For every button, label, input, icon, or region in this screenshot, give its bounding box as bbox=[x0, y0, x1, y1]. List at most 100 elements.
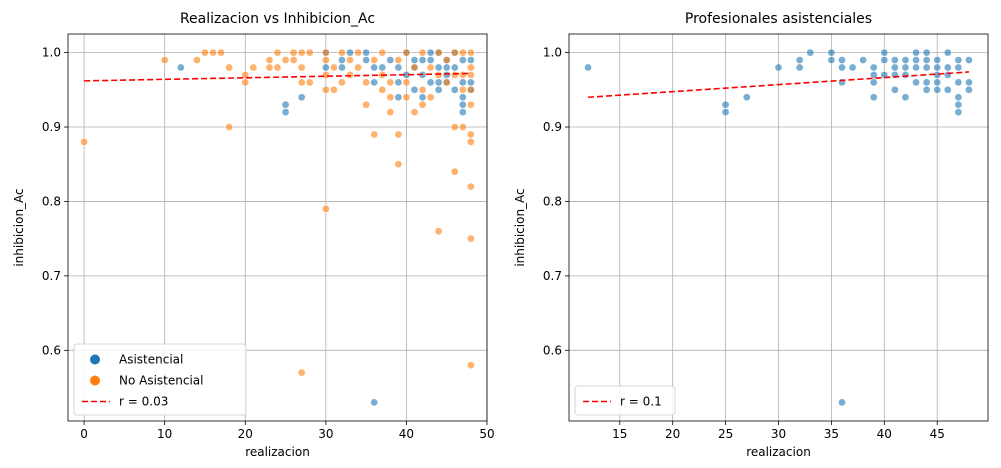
point-asistencial bbox=[954, 78, 963, 87]
y-tick-label: 0.9 bbox=[543, 120, 562, 134]
point-no-asistencial bbox=[467, 130, 475, 139]
point-no-asistencial bbox=[338, 78, 346, 87]
point-asistencial bbox=[943, 63, 952, 72]
point-asistencial bbox=[827, 56, 836, 64]
point-asistencial bbox=[434, 63, 443, 72]
x-tick-label: 45 bbox=[930, 427, 945, 441]
point-no-asistencial bbox=[458, 85, 467, 94]
point-asistencial bbox=[418, 56, 427, 64]
point-asistencial bbox=[912, 63, 920, 72]
point-asistencial bbox=[880, 48, 889, 57]
point-asistencial bbox=[426, 56, 435, 64]
point-no-asistencial bbox=[297, 63, 306, 72]
chart-right: 15 20 25 30 35 40 45 0.6 0.7 0.8 0.9 1.0 Profesional… bbox=[513, 11, 989, 459]
point-no-asistencial bbox=[225, 123, 234, 131]
point-asistencial bbox=[912, 56, 920, 64]
ticks: 15 20 25 30 35 40 45 0.6 0.7 0.8 0.9 1.0 bbox=[543, 46, 945, 441]
point-no-asistencial bbox=[450, 123, 459, 131]
legend-marker bbox=[90, 354, 100, 365]
point-asistencial bbox=[859, 56, 867, 64]
point-no-asistencial bbox=[442, 78, 451, 87]
point-no-asistencial bbox=[394, 130, 403, 139]
point-no-asistencial bbox=[467, 361, 475, 370]
point-asistencial bbox=[954, 63, 963, 72]
point-asistencial bbox=[933, 85, 942, 94]
point-asistencial bbox=[774, 63, 783, 72]
point-asistencial bbox=[467, 56, 475, 64]
point-no-asistencial bbox=[225, 63, 234, 72]
data-points bbox=[80, 48, 475, 407]
legend-label: No Asistencial bbox=[119, 374, 204, 388]
point-asistencial bbox=[891, 63, 899, 72]
y-axis-label: inhibicion_Ac bbox=[513, 188, 527, 266]
point-no-asistencial bbox=[402, 48, 411, 57]
point-no-asistencial bbox=[467, 63, 475, 72]
point-asistencial bbox=[869, 93, 878, 102]
point-asistencial bbox=[467, 78, 475, 87]
point-asistencial bbox=[954, 100, 963, 109]
y-tick-label: 1.0 bbox=[543, 46, 562, 60]
point-asistencial bbox=[891, 56, 899, 64]
point-asistencial bbox=[838, 398, 846, 407]
point-no-asistencial bbox=[160, 56, 169, 64]
point-no-asistencial bbox=[346, 56, 354, 64]
point-asistencial bbox=[901, 71, 910, 79]
x-tick-label: 20 bbox=[665, 427, 680, 441]
ticks: 0 10 20 30 40 50 0.6 0.7 0.8 0.9 1.0 bbox=[42, 46, 495, 441]
point-no-asistencial bbox=[289, 48, 298, 57]
point-no-asistencial bbox=[458, 48, 467, 57]
point-asistencial bbox=[954, 56, 963, 64]
point-no-asistencial bbox=[394, 56, 403, 64]
x-tick-label: 10 bbox=[157, 427, 172, 441]
data-points bbox=[584, 48, 973, 407]
point-no-asistencial bbox=[330, 85, 338, 94]
point-asistencial bbox=[827, 48, 836, 57]
point-asistencial bbox=[933, 63, 942, 72]
y-tick-label: 0.8 bbox=[42, 194, 61, 208]
point-no-asistencial bbox=[426, 93, 435, 102]
point-asistencial bbox=[386, 56, 395, 64]
point-asistencial bbox=[922, 56, 931, 64]
x-axis-label: realizacion bbox=[746, 445, 811, 459]
chart-title: Profesionales asistenciales bbox=[685, 11, 872, 27]
point-no-asistencial bbox=[378, 85, 387, 94]
point-asistencial bbox=[370, 78, 379, 87]
point-asistencial bbox=[838, 56, 846, 64]
point-no-asistencial bbox=[467, 71, 475, 79]
point-asistencial bbox=[901, 63, 910, 72]
point-no-asistencial bbox=[80, 138, 88, 146]
point-asistencial bbox=[450, 85, 459, 94]
point-no-asistencial bbox=[467, 182, 475, 191]
point-asistencial bbox=[912, 48, 920, 57]
x-tick-label: 35 bbox=[824, 427, 839, 441]
point-asistencial bbox=[176, 63, 185, 72]
y-tick-label: 0.9 bbox=[42, 120, 61, 134]
point-asistencial bbox=[912, 78, 920, 87]
point-asistencial bbox=[458, 108, 467, 116]
point-asistencial bbox=[281, 108, 290, 116]
point-asistencial bbox=[869, 78, 878, 87]
point-asistencial bbox=[394, 78, 403, 87]
point-asistencial bbox=[378, 63, 387, 72]
point-no-asistencial bbox=[394, 160, 403, 169]
point-no-asistencial bbox=[265, 63, 274, 72]
point-no-asistencial bbox=[241, 78, 250, 87]
point-asistencial bbox=[795, 56, 804, 64]
point-no-asistencial bbox=[330, 63, 338, 72]
point-asistencial bbox=[954, 93, 963, 102]
grid bbox=[569, 34, 988, 421]
x-tick-label: 30 bbox=[318, 427, 333, 441]
point-no-asistencial bbox=[321, 56, 330, 64]
x-axis-label: realizacion bbox=[245, 445, 310, 459]
point-asistencial bbox=[394, 93, 403, 102]
point-no-asistencial bbox=[305, 78, 314, 87]
point-no-asistencial bbox=[321, 205, 330, 213]
point-no-asistencial bbox=[434, 48, 443, 57]
point-no-asistencial bbox=[467, 138, 475, 146]
legend: r = 0.1 bbox=[574, 385, 676, 416]
point-no-asistencial bbox=[467, 234, 475, 243]
point-no-asistencial bbox=[402, 93, 411, 102]
y-tick-label: 0.7 bbox=[42, 269, 61, 283]
x-tick-label: 40 bbox=[877, 427, 892, 441]
x-tick-label: 0 bbox=[80, 427, 88, 441]
